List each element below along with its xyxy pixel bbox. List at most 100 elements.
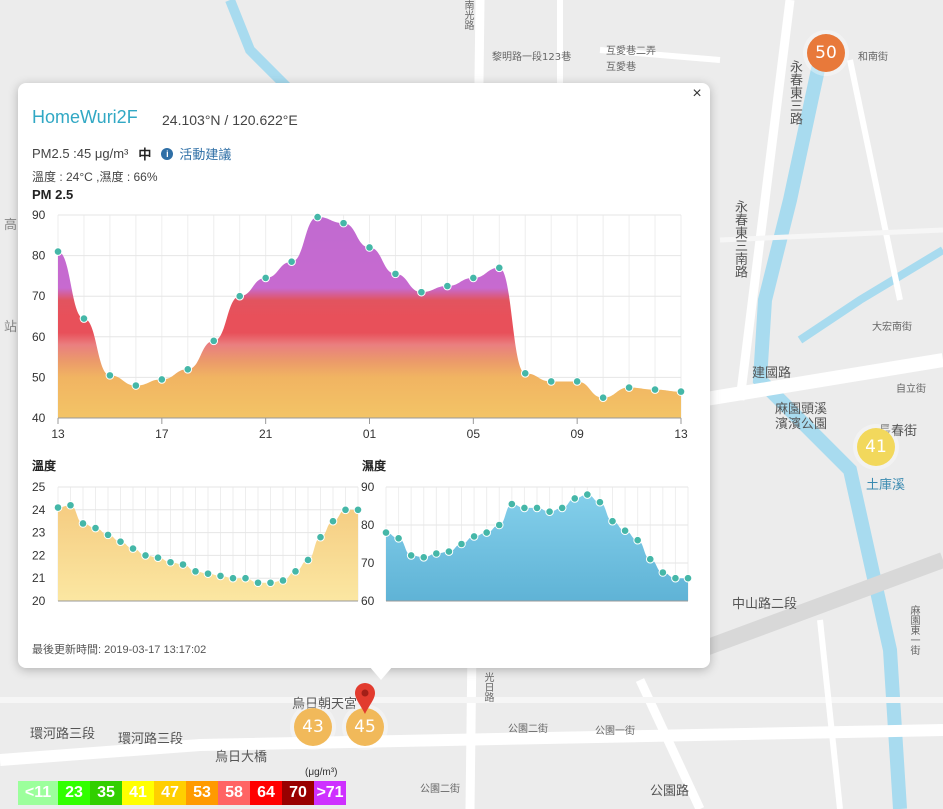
y-tick-label: 80 <box>32 249 46 263</box>
pm-legend: <11 23 35 41 47 53 58 64 70 >71 <box>18 781 346 805</box>
map-label-road: 大宏南街 <box>872 322 912 333</box>
legend-item: 47 <box>154 781 186 805</box>
y-tick-label: 90 <box>361 480 375 494</box>
legend-item: 53 <box>186 781 218 805</box>
aqi-marker-selected[interactable]: 45 <box>346 708 384 746</box>
legend-item: 35 <box>90 781 122 805</box>
x-tick-label: 01 <box>363 427 377 441</box>
map-label-road: 中山路二段 <box>732 597 798 612</box>
data-point <box>457 539 466 549</box>
data-point <box>608 516 617 526</box>
map-label-road: 光日路 <box>482 672 493 702</box>
data-point <box>166 557 175 567</box>
legend-item: >71 <box>314 781 346 805</box>
x-tick-label: 13 <box>51 427 65 441</box>
map-label-road: 自立街 <box>896 384 926 395</box>
data-point <box>545 507 554 517</box>
y-tick-label: 70 <box>361 556 375 570</box>
map-label-edge: 高 <box>4 218 18 233</box>
legend-item: 64 <box>250 781 282 805</box>
pm-level-badge: 中 <box>138 147 152 162</box>
aqi-marker[interactable]: 50 <box>807 34 845 72</box>
data-point <box>520 503 529 513</box>
y-tick-label: 60 <box>32 330 46 344</box>
data-point <box>406 551 416 560</box>
data-point <box>419 553 429 562</box>
map-label-road: 互愛巷二弄 <box>606 46 656 57</box>
activity-advice-link[interactable]: 活動建議 <box>179 147 232 162</box>
map-label-bridge: 烏日大橋 <box>215 750 268 765</box>
data-point <box>266 578 275 588</box>
legend-item: 23 <box>58 781 90 805</box>
pm-chart: 40 50 60 70 80 90 13 17 21 01 05 09 13 <box>32 208 688 441</box>
y-tick-label: 90 <box>32 208 46 222</box>
data-point <box>520 369 530 378</box>
data-point <box>633 535 642 545</box>
close-button[interactable]: × <box>692 85 702 102</box>
y-tick-label: 24 <box>32 503 46 517</box>
data-point <box>105 371 115 380</box>
map-label-road: 公園二街 <box>508 724 548 735</box>
data-point <box>79 314 89 323</box>
legend-unit: (μg/m³) <box>305 767 338 778</box>
data-point <box>443 281 452 291</box>
pm-summary: PM2.5 :45 μg/m³ 中 i 活動建議 <box>32 144 231 163</box>
data-point <box>157 375 167 384</box>
data-point <box>432 549 441 558</box>
data-point <box>341 505 350 515</box>
map-label-temple: 烏日朝天宮 <box>292 697 358 712</box>
map-pin-icon <box>355 683 375 714</box>
last-updated-label: 最後更新時間: <box>32 644 102 656</box>
data-point <box>650 385 660 394</box>
data-point <box>417 287 426 297</box>
temperature-humidity-text: 溫度 : 24°C ,濕度 : 66% <box>32 170 158 184</box>
map-label-road: 黎明路一段123巷 <box>492 52 572 63</box>
legend-item: 70 <box>282 781 314 805</box>
x-tick-label: 17 <box>155 427 169 441</box>
map-label-road: 麻園東一街 <box>908 605 919 655</box>
data-point <box>228 573 238 583</box>
data-point <box>316 532 325 542</box>
data-point <box>444 547 454 556</box>
site-info-popup: × HomeWuri2F 24.103°N / 120.622°E PM2.5 … <box>18 83 710 680</box>
data-point <box>658 568 668 577</box>
data-point <box>278 576 288 585</box>
series-area <box>58 505 358 601</box>
data-point <box>469 273 478 283</box>
x-tick-label: 21 <box>259 427 273 441</box>
aqi-marker[interactable]: 41 <box>857 428 895 466</box>
pm-chart-title: PM 2.5 <box>32 187 74 202</box>
aqi-marker[interactable]: 43 <box>294 708 332 746</box>
map-label-river: 土庫溪 <box>866 478 906 493</box>
data-point <box>235 291 245 301</box>
data-point <box>191 567 200 576</box>
data-point <box>494 520 504 530</box>
y-tick-label: 25 <box>32 480 46 494</box>
temp-chart-title: 溫度 <box>32 459 57 473</box>
legend-item: <11 <box>18 781 58 805</box>
last-updated: 最後更新時間: 2019-03-17 13:17:02 <box>32 641 206 657</box>
data-point <box>313 212 322 222</box>
data-point <box>557 503 567 513</box>
data-point <box>583 490 592 499</box>
data-point <box>178 560 188 569</box>
data-point <box>91 523 100 533</box>
info-icon[interactable]: i <box>161 147 174 160</box>
legend-item: 58 <box>218 781 250 805</box>
data-point <box>676 387 686 396</box>
y-tick-label: 70 <box>32 289 46 303</box>
data-point <box>303 555 313 565</box>
series-area <box>58 217 681 418</box>
map-label-edge: 站 <box>4 320 18 335</box>
y-tick-label: 80 <box>361 518 375 532</box>
map-label-road: 建國路 <box>752 366 792 381</box>
data-point <box>183 364 193 374</box>
data-point <box>507 499 517 509</box>
data-point <box>671 573 680 583</box>
data-point <box>570 494 580 503</box>
y-tick-label: 21 <box>32 571 46 585</box>
map-label-road: 互愛巷 <box>606 62 636 73</box>
map-label-park: 麻園頭溪濱濱公園 <box>775 402 828 432</box>
y-tick-label: 60 <box>361 594 375 608</box>
data-point <box>624 383 634 392</box>
